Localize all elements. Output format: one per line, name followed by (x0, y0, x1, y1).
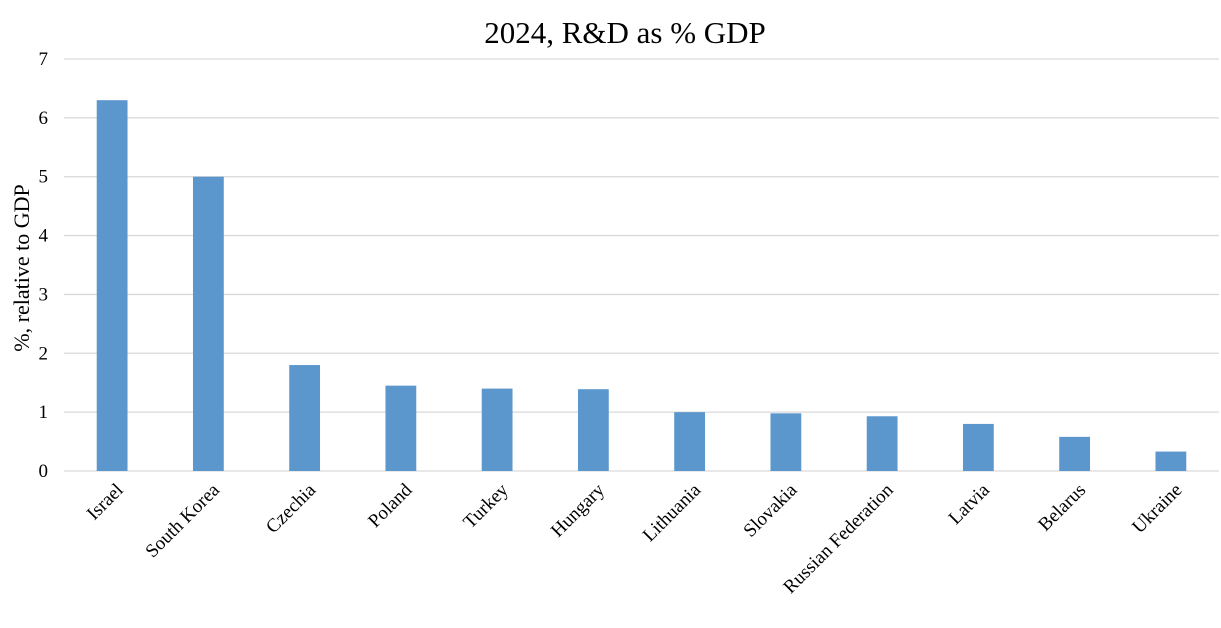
x-category-label: Hungary (547, 479, 609, 541)
y-tick-label: 7 (39, 49, 49, 70)
y-tick-label: 4 (39, 226, 49, 247)
gridlines (64, 58, 1219, 472)
y-tick-label: 1 (39, 402, 49, 423)
x-category-label: Ukraine (1128, 480, 1186, 538)
y-axis-ticks: 0 1 2 3 4 5 6 7 (39, 49, 49, 482)
x-category-label: Lithuania (639, 479, 706, 546)
x-category-label: Belarus (1034, 480, 1090, 536)
y-tick-label: 6 (39, 108, 49, 129)
bar-belarus (1059, 436, 1091, 471)
x-axis-categories: Israel South Korea Czechia Poland Turkey Hung… (83, 479, 1186, 598)
bar-hungary (577, 389, 609, 471)
y-axis-label: %, relative to GDP (9, 184, 34, 351)
x-category-label: Israel (83, 480, 128, 525)
x-category-label: Turkey (459, 479, 513, 533)
y-tick-label: 0 (39, 461, 49, 482)
bar-lithuania (674, 412, 706, 471)
bars (96, 100, 1187, 471)
bar-turkey (481, 388, 513, 471)
bar-south-korea (192, 176, 224, 471)
chart-title: 2024, R&D as % GDP (484, 15, 766, 50)
x-category-label: Slovakia (740, 479, 802, 541)
x-category-label: Poland (364, 479, 417, 532)
bar-latvia (962, 423, 994, 471)
y-tick-label: 2 (39, 343, 49, 364)
y-tick-label: 5 (39, 167, 49, 188)
bar-ukraine (1155, 451, 1187, 471)
x-category-label: Czechia (262, 479, 321, 538)
y-tick-label: 3 (39, 284, 49, 305)
bar-russian-federation (866, 416, 898, 471)
bar-czechia (289, 365, 321, 471)
x-category-label: South Korea (142, 479, 225, 562)
bar-israel (96, 100, 128, 471)
bar-poland (385, 385, 417, 471)
bar-slovakia (770, 413, 802, 471)
x-category-label: Latvia (945, 479, 995, 529)
